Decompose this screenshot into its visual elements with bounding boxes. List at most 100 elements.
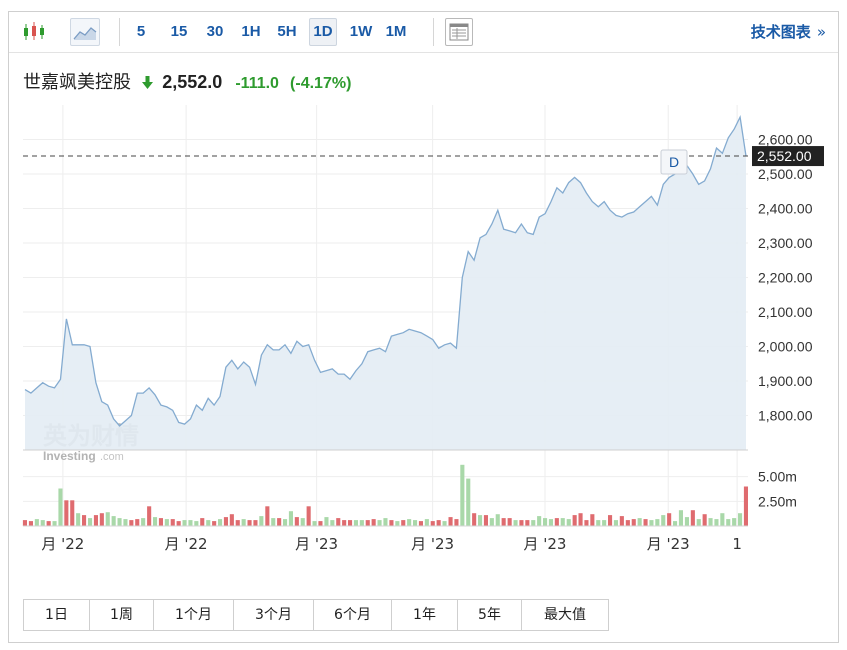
price-tick-label: 2,600.00 [758,132,813,148]
candlestick-chart-icon[interactable] [19,18,49,46]
volume-bar [359,520,364,526]
interval-30[interactable]: 30 [206,23,224,40]
toolbar-divider [119,18,120,46]
volume-bar [684,517,689,526]
interval-5[interactable]: 5 [136,23,146,40]
volume-bar [743,486,748,526]
volume-bar [543,518,548,526]
volume-bar [608,515,613,526]
volume-bar [619,516,624,526]
volume-bar [584,520,589,526]
range-button-2[interactable]: 1个月 [154,600,234,630]
price-tick-label: 2,100.00 [758,304,813,320]
volume-bar [277,518,282,526]
volume-bar [489,518,494,526]
range-button-0[interactable]: 1日 [24,600,90,630]
volume-bar [383,518,388,526]
volume-bar [732,518,737,526]
volume-bar [164,519,169,526]
volume-bar [342,520,347,526]
volume-bar [726,519,731,526]
range-button-4[interactable]: 6个月 [314,600,392,630]
volume-bar [318,521,323,526]
volume-bar [194,521,199,526]
volume-bar [306,506,311,526]
interval-1h[interactable]: 1H [241,23,261,40]
volume-bar [129,520,134,526]
volume-bar [655,519,660,526]
x-tick-label: 月 '23 [295,535,338,553]
volume-bar [200,518,205,526]
volume-bar [696,519,701,526]
volume-bar [271,518,276,526]
watermark-en-suffix: .com [100,451,124,463]
volume-bar [22,520,27,526]
volume-bar [88,518,93,526]
volume-bar [566,519,571,526]
volume-bar [548,519,553,526]
range-button-6[interactable]: 5年 [458,600,522,630]
volume-bar [288,511,293,526]
volume-tick-label: 5.00m [758,469,797,485]
interval-15[interactable]: 15 [170,23,188,40]
table-view-icon[interactable] [445,18,473,46]
volume-bar [466,478,471,526]
volume-bar [324,517,329,526]
price-change-percent: (-4.17%) [290,75,352,92]
price-tick-label: 1,900.00 [758,373,813,389]
volume-bar [330,520,335,526]
volume-bar [76,513,81,526]
volume-bar [554,518,559,526]
interval-5h[interactable]: 5H [277,23,297,40]
volume-bar [158,518,163,526]
volume-bar [212,521,217,526]
price-line [24,114,747,427]
area-chart-icon[interactable] [70,18,100,46]
volume-bar [123,519,128,526]
interval-1w[interactable]: 1W [349,23,373,40]
x-tick-label: 月 '23 [647,535,690,553]
volume-bar [720,513,725,526]
volume-bar [602,520,607,526]
volume-bar [365,520,370,526]
volume-bar [578,513,583,526]
volume-bar [235,520,240,526]
volume-bar [283,519,288,526]
chevron-right-icon: » [816,23,826,41]
volume-bar [454,519,459,526]
volume-bar [259,516,264,526]
volume-bar [135,519,140,526]
volume-bar [188,520,193,526]
volume-bar [58,488,63,526]
chart-toolbar: 5 15 30 1H 5H 1D 1W 1M 技术图表 » [9,12,838,53]
down-arrow-icon [142,71,154,97]
volume-bar [294,517,299,526]
volume-bar [513,520,518,526]
volume-tick-label: 2.50m [758,493,797,509]
watermark-en: Investing [43,449,96,463]
volume-bar [229,514,234,526]
quote-header: 世嘉飒美控股 2,552.0 -111.0 (-4.17%) [23,69,351,95]
volume-bar [34,519,39,526]
volume-bar [206,520,211,526]
range-button-1[interactable]: 1周 [90,600,154,630]
dividend-marker-label: D [669,154,679,170]
range-button-3[interactable]: 3个月 [234,600,314,630]
volume-bar [147,506,152,526]
interval-1d[interactable]: 1D [309,18,337,46]
price-chart[interactable]: 2,600.00 2,500.00 2,400.00 2,300.00 2,200.00… [9,12,838,572]
volume-bar [495,514,500,526]
price-area [25,117,746,450]
volume-bar [631,519,636,526]
volume-bar [395,521,400,526]
volume-bar [117,518,122,526]
volume-bar [247,520,252,526]
volume-bar [153,517,158,526]
volume-bar [678,510,683,526]
interval-1m[interactable]: 1M [385,23,407,40]
volume-bar [141,518,146,526]
range-button-5[interactable]: 1年 [392,600,458,630]
technical-chart-link[interactable]: 技术图表 » [751,18,826,46]
volume-bar [64,500,69,526]
range-button-7[interactable]: 最大值 [522,600,608,630]
